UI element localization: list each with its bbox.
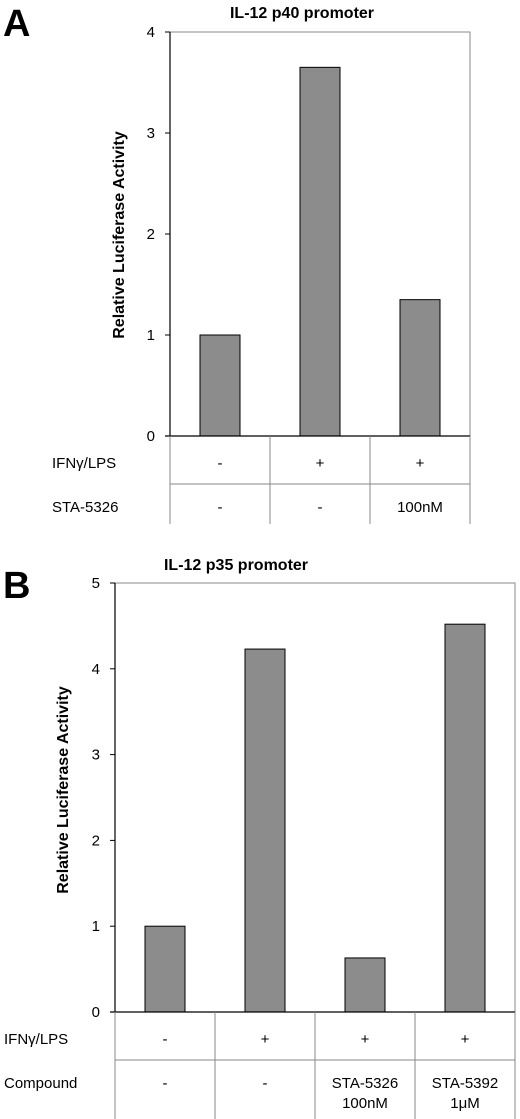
panel-b-cell-text: STA-5326: [332, 1075, 398, 1092]
panel-b-bar-3: [344, 957, 386, 1013]
panel-b-letter: B: [3, 565, 30, 607]
panel-a-cell-text: -: [218, 455, 223, 472]
panel-a-y-tick-label: 0: [147, 428, 155, 445]
panel-b-bar-4: [444, 623, 486, 1013]
panel-b-cell-text: +: [461, 1031, 470, 1048]
panel-a-plot: 0 1 2 3 4 IFNγ/LPS - + + STA-5326 - - 100nM: [52, 24, 471, 524]
panel-b-ylabel: Relative Luciferase Activity: [55, 686, 72, 894]
panel-b-cell-text: 100nM: [342, 1095, 388, 1112]
panel-b-plot: 0 1 2 3 4 5 IFNγ/LPS - + + + Compound - - STA-5326 100n…: [4, 575, 516, 1119]
panel-b-title: IL-12 p35 promoter: [164, 557, 308, 574]
panel-a-ylabel: Relative Luciferase Activity: [111, 131, 128, 339]
panel-b-y-tick-label: 2: [92, 832, 100, 849]
panel-b-bar-2: [244, 648, 286, 1013]
panel-b-row-label: IFNγ/LPS: [4, 1031, 68, 1048]
panel-b-cell-text: 1μM: [450, 1095, 479, 1112]
panel-b-cell-text: +: [261, 1031, 270, 1048]
panel-b-row-label: Compound: [4, 1075, 77, 1092]
panel-b-bar-1: [144, 925, 186, 1013]
panel-a-bar-2: [299, 66, 341, 437]
panel-b-y-tick-label: 1: [92, 918, 100, 935]
panel-b-y-tick-label: 0: [92, 1004, 100, 1021]
panel-a-cell-text: -: [318, 499, 323, 516]
panel-a-y-tick-label: 4: [147, 24, 155, 41]
panel-a-cell-text: +: [316, 455, 325, 472]
panel-a-row-label: STA-5326: [52, 499, 118, 516]
panel-a-y-tick-label: 2: [147, 226, 155, 243]
panel-a-bar-1: [199, 334, 241, 437]
panel-a-cell-text: +: [416, 455, 425, 472]
panel-a-y-tick-label: 3: [147, 125, 155, 142]
panel-a-bar-3: [399, 299, 441, 437]
panel-a-row-label: IFNγ/LPS: [52, 455, 116, 472]
panel-b-y-tick-label: 4: [92, 661, 100, 678]
panel-b-y-tick-label: 3: [92, 747, 100, 764]
panel-b-y-tick-label: 5: [92, 575, 100, 592]
panel-a-cell-text: 100nM: [397, 499, 443, 516]
panel-b-cell-text: -: [263, 1075, 268, 1092]
panel-a-title: IL-12 p40 promoter: [230, 5, 374, 22]
panel-b-cell-text: +: [361, 1031, 370, 1048]
panel-b-cell-text: -: [163, 1031, 168, 1048]
panel-a-y-tick-label: 1: [147, 327, 155, 344]
panel-a-cell-text: -: [218, 499, 223, 516]
panel-b-cell-text: -: [163, 1075, 168, 1092]
panel-b-cell-text: STA-5392: [432, 1075, 498, 1092]
panel-a-letter: A: [3, 3, 30, 45]
